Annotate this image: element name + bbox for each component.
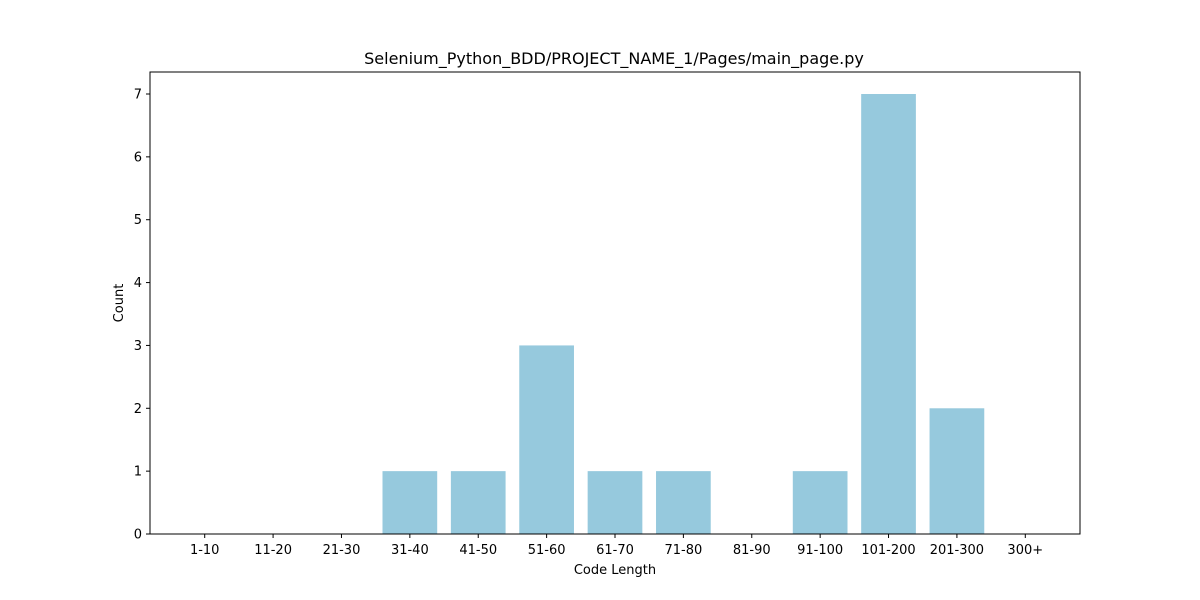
y-tick-label: 0 [134,528,142,543]
x-tick-label: 91-100 [797,543,843,558]
y-tick-label: 7 [134,88,142,103]
x-axis-label: Code Length [574,563,656,578]
bar-91-100 [792,471,848,534]
y-tick-label: 4 [134,276,142,291]
bar-201-300 [929,408,985,534]
y-axis: 0 1 2 3 4 5 6 7 [134,88,150,543]
x-tick-label: 81-90 [733,543,771,558]
bar-101-200 [861,94,916,534]
y-tick-label: 3 [134,339,142,354]
x-tick-label: 11-20 [254,543,292,558]
x-tick-label: 21-30 [323,543,361,558]
y-axis-label: Count [112,284,127,323]
x-tick-label: 300+ [1007,543,1043,558]
x-tick-label: 101-200 [861,543,915,558]
x-tick-label: 61-70 [596,543,634,558]
bars-group [382,94,985,534]
x-tick-label: 71-80 [664,543,702,558]
x-tick-label: 51-60 [528,543,566,558]
y-tick-label: 6 [134,150,142,165]
x-tick-label: 201-300 [930,543,984,558]
bar-31-40 [382,471,438,534]
x-axis: 1-10 11-20 21-30 31-40 41-50 51-60 61-70 71-80 8… [190,534,1043,558]
bar-71-80 [656,471,711,534]
y-tick-label: 2 [134,402,142,417]
y-tick-label: 1 [134,465,142,480]
y-tick-label: 5 [134,213,142,228]
bar-51-60 [519,345,574,534]
chart-title: Selenium_Python_BDD/PROJECT_NAME_1/Pages… [364,49,864,69]
bar-61-70 [587,471,643,534]
x-tick-label: 41-50 [459,543,497,558]
x-tick-label: 1-10 [190,543,220,558]
x-tick-label: 31-40 [391,543,429,558]
bar-41-50 [450,471,506,534]
